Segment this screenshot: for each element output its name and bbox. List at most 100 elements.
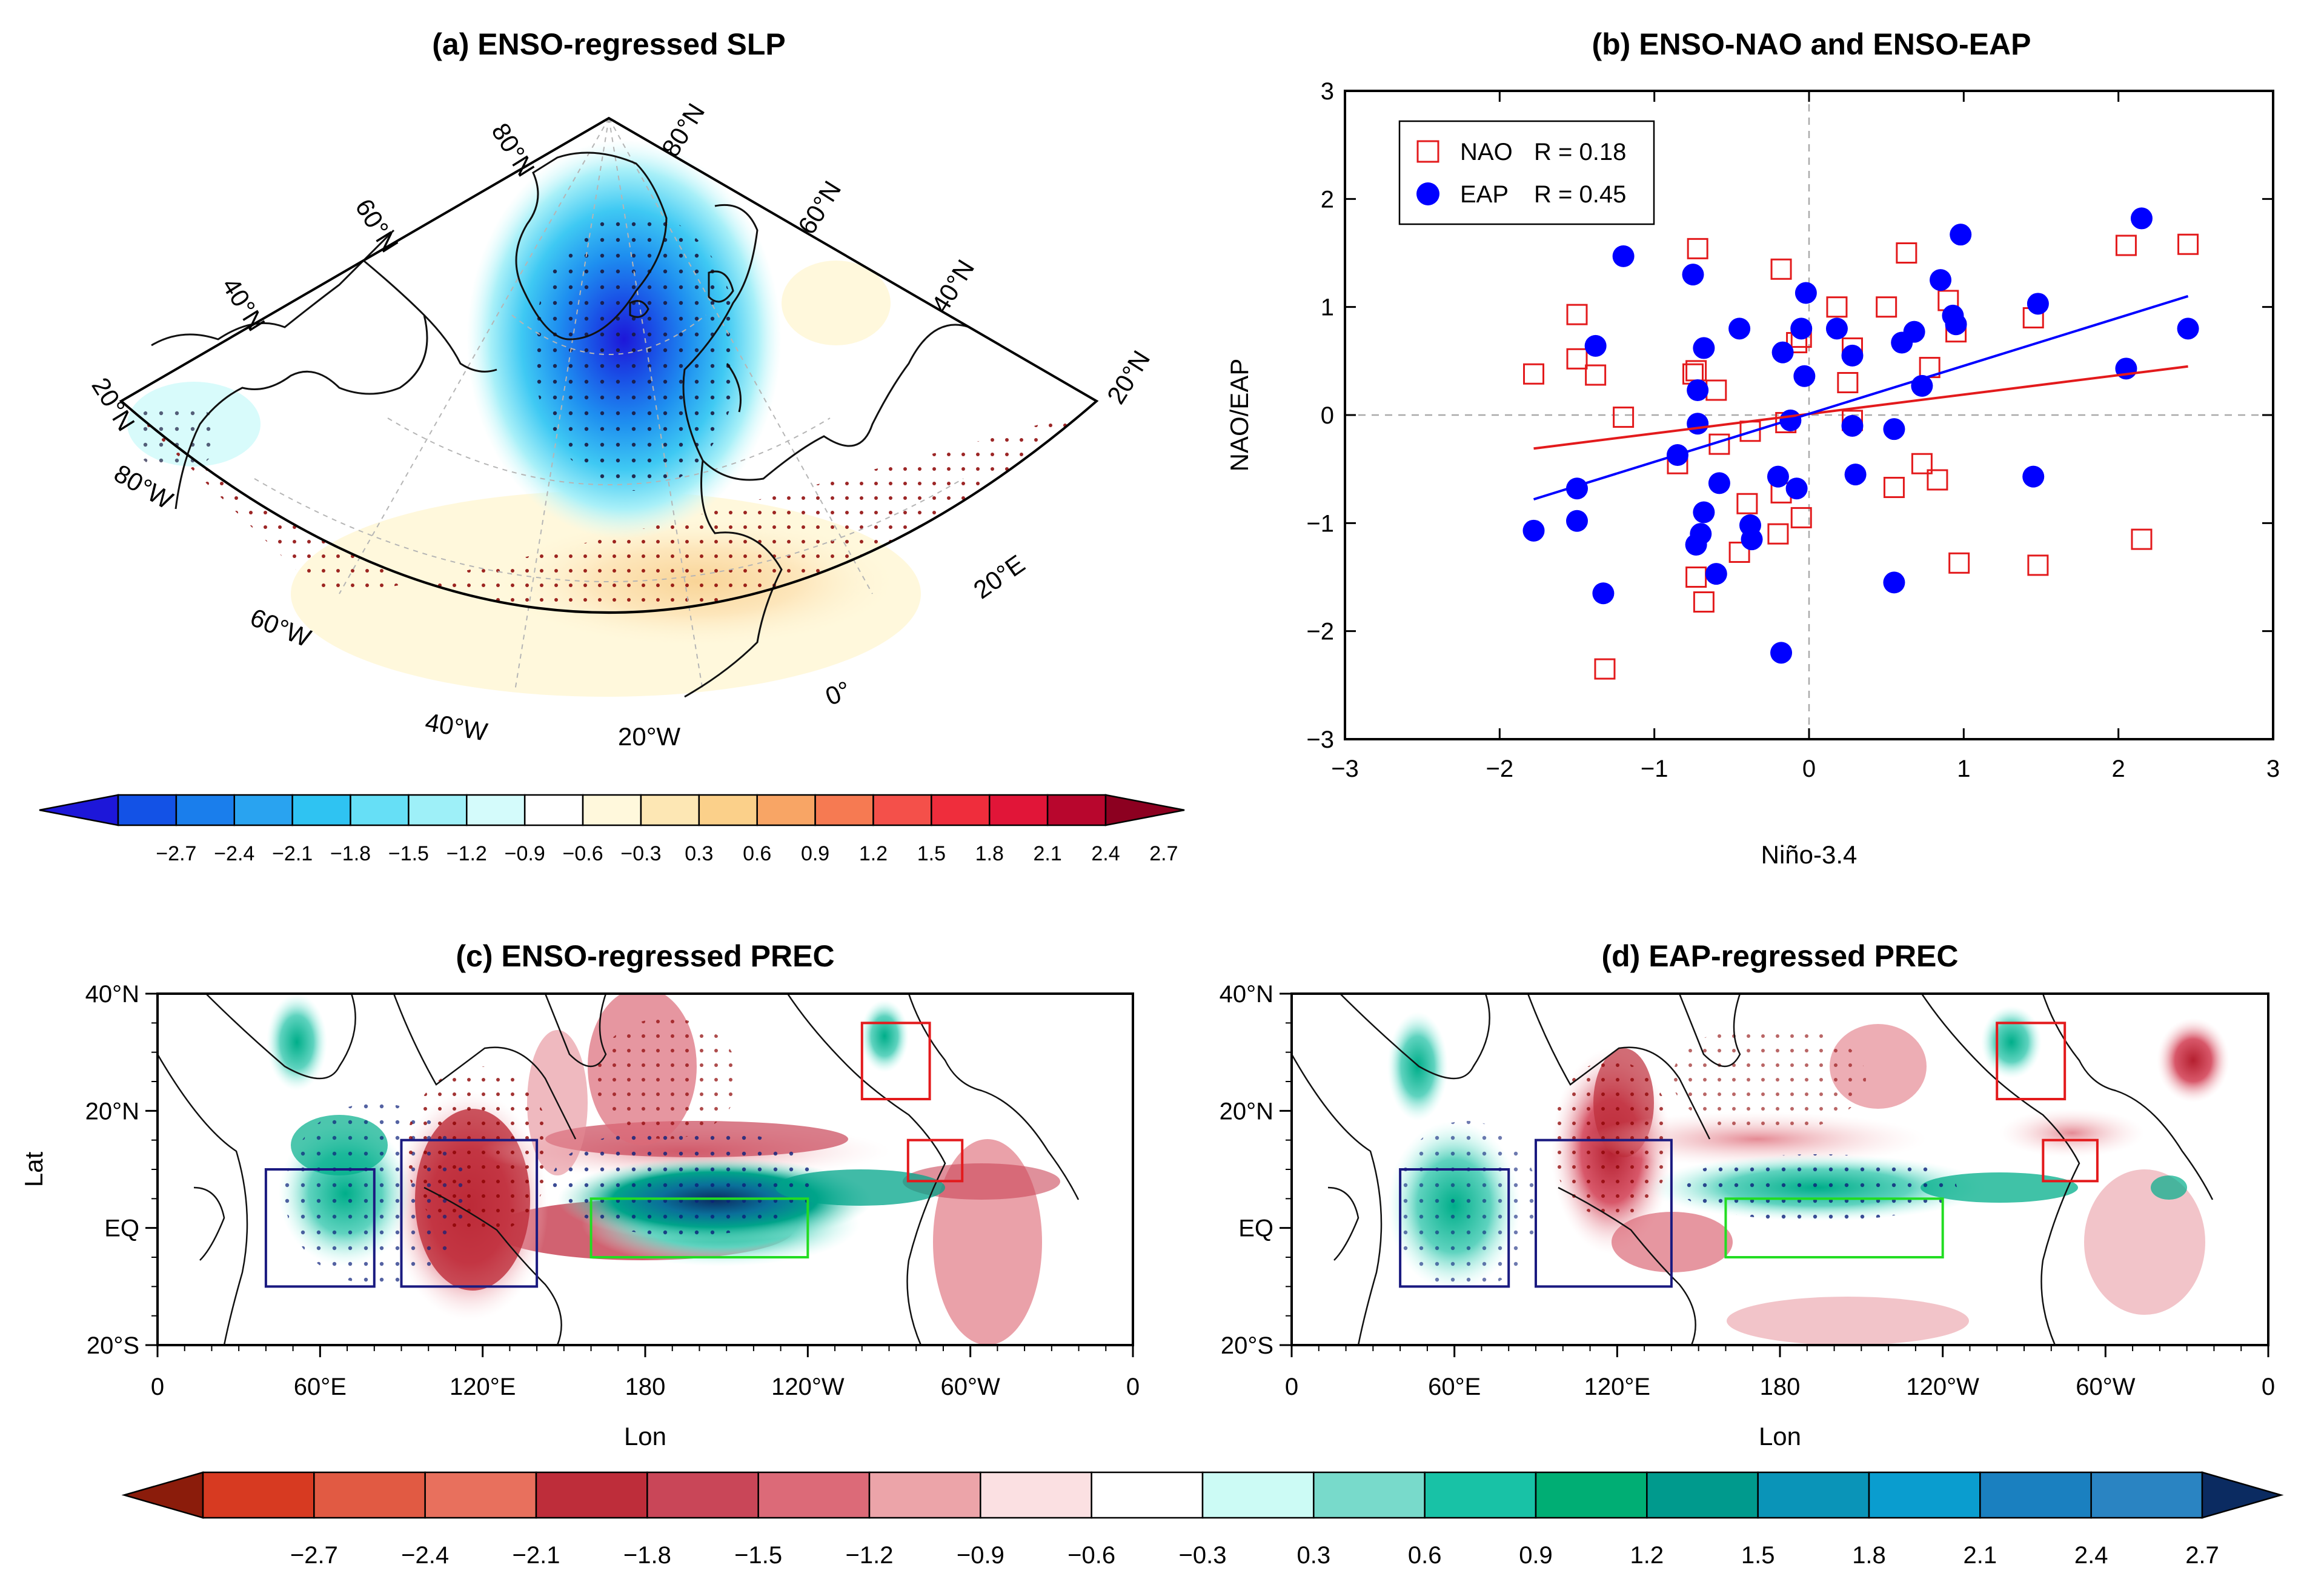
slp-colorbar-label-16: 2.4 <box>1091 842 1120 865</box>
eap-point-44 <box>2177 317 2199 340</box>
slp-colorbar-box-0 <box>117 794 178 826</box>
b-xtick-label-3: 0 <box>1802 756 1816 782</box>
legend-eap-name: EAP <box>1460 181 1509 208</box>
prec-colorbar-label-12: 1.2 <box>1630 1542 1664 1569</box>
panel-b-ylabel: NAO/EAP <box>1225 359 1253 472</box>
prec-colorbar-box-4 <box>646 1471 759 1519</box>
eap-point-20 <box>1771 341 1794 364</box>
prec-colorbar-label-2: −2.1 <box>513 1542 560 1569</box>
d-ytick-label-3: 20°S <box>1221 1332 1273 1359</box>
slp-west-significance-dots <box>133 400 218 473</box>
panel-b-marks <box>1522 207 2199 680</box>
nao-point-0 <box>1523 363 1545 385</box>
eap-point-23 <box>1790 317 1813 340</box>
prec-colorbar-box-15 <box>1868 1471 1981 1519</box>
eap-point-18 <box>1739 514 1761 536</box>
slp-colorbar-box-16 <box>1046 794 1107 826</box>
panel-d: (d) EAP-regressed PREC <box>1220 939 2276 1451</box>
eap-point-28 <box>1841 414 1864 437</box>
eap-point-24 <box>1793 365 1816 387</box>
nao-point-18 <box>1767 523 1789 545</box>
c-xtick-label-5: 60°W <box>941 1374 1000 1400</box>
eap-point-31 <box>1883 418 1905 440</box>
eap-point-25 <box>1794 282 1817 304</box>
d-xtick-label-6: 0 <box>2262 1374 2275 1400</box>
slp-colorbar-label-14: 1.8 <box>975 842 1004 865</box>
eap-point-0 <box>1522 519 1545 542</box>
legend-nao-marker <box>1416 140 1439 163</box>
slp-colorbar-box-14 <box>931 794 991 826</box>
prec-colorbar-box-11 <box>1424 1471 1537 1519</box>
legend-nao-r: R = 0.18 <box>1534 139 1626 165</box>
panel-c-title: (c) ENSO-regressed PREC <box>456 939 834 973</box>
slp-colorbar-label-15: 2.1 <box>1033 842 1061 865</box>
c-xtick-label-2: 120°E <box>450 1374 516 1400</box>
prec-colorbar-label-7: −0.6 <box>1067 1542 1115 1569</box>
eap-point-36 <box>1930 269 1952 291</box>
legend-box <box>1398 120 1655 225</box>
nao-fit-line <box>1533 365 2188 450</box>
panel-b-xlabel: Niño-3.4 <box>1761 840 1858 869</box>
b-ytick-label-3: 0 <box>1321 402 1334 429</box>
prec-colorbar-box-9 <box>1201 1471 1315 1519</box>
c-xtick-label-1: 60°E <box>294 1374 347 1400</box>
eap-point-41 <box>2027 293 2049 315</box>
legend-nao-name: NAO <box>1460 139 1513 165</box>
nao-point-15 <box>1736 493 1758 514</box>
eap-point-34 <box>1903 321 1925 343</box>
legend-eap-r: R = 0.45 <box>1534 181 1626 208</box>
prec-colorbar-label-10: 0.6 <box>1408 1542 1442 1569</box>
lon-label-0: 0° <box>822 676 855 711</box>
lat-label-40n-east: 40°N <box>926 254 980 317</box>
prec-colorbar-label-9: 0.3 <box>1297 1542 1331 1569</box>
eap-point-15 <box>1705 563 1727 585</box>
b-xtick-label-1: −2 <box>1486 756 1514 782</box>
eap-fit-line <box>1533 294 2189 501</box>
b-xtick-label-0: −3 <box>1331 756 1359 782</box>
eap-point-9 <box>1687 413 1709 435</box>
c-region-box-4 <box>906 1138 964 1183</box>
slp-colorbar-label-11: 0.9 <box>801 842 829 865</box>
nao-point-41 <box>2177 233 2199 255</box>
nao-point-36 <box>1948 552 1970 574</box>
c-xtick-label-0: 0 <box>151 1374 164 1400</box>
slp-colorbar-box-7 <box>523 794 584 826</box>
nao-point-1 <box>1566 304 1588 325</box>
panel-d-ticks: 0 60°E 120°E 180 120°W 60°W 0 40°N 20°N EQ 20°S <box>1220 981 2276 1400</box>
prec-colorbar-label-16: 2.4 <box>2074 1542 2108 1569</box>
slp-colorbar-label-7: −0.6 <box>562 842 603 865</box>
prec-colorbar-label-5: −1.2 <box>846 1542 894 1569</box>
slp-colorbar-box-5 <box>408 794 468 826</box>
panel-b-legend: NAO R = 0.18 EAP R = 0.45 <box>1398 120 1655 225</box>
prec-colorbar-label-1: −2.4 <box>401 1542 449 1569</box>
d-region-box-4 <box>2042 1138 2099 1183</box>
b-ytick-label-2: −1 <box>1306 510 1334 537</box>
panel-a-sector-border <box>119 116 1099 614</box>
slp-colorbar-box-8 <box>582 794 642 826</box>
prec-colorbar-box-2 <box>424 1471 537 1519</box>
eap-point-11 <box>1690 523 1712 545</box>
slp-colorbar-right-triangle <box>1104 794 1185 826</box>
slp-colorbar-box-9 <box>640 794 700 826</box>
panel-c: (c) ENSO-regressed PREC <box>19 939 1140 1451</box>
eap-point-43 <box>2130 207 2153 230</box>
b-ytick-label-5: 2 <box>1321 186 1334 213</box>
slp-colorbar-label-2: −2.1 <box>272 842 313 865</box>
panel-a-map <box>119 116 1099 698</box>
nao-point-4 <box>1594 658 1616 680</box>
nao-point-38 <box>2027 554 2049 576</box>
b-xtick-label-4: 1 <box>1957 756 1970 782</box>
prec-colorbar-label-11: 0.9 <box>1519 1542 1553 1569</box>
eap-point-40 <box>2022 465 2045 488</box>
slp-colorbar-box-2 <box>233 794 293 826</box>
prec-colorbar-box-1 <box>313 1471 426 1519</box>
prec-colorbar-box-7 <box>980 1471 1092 1519</box>
panel-a: (a) ENSO-regressed SLP <box>86 27 1155 751</box>
d-ytick-label-1: 20°N <box>1220 1098 1273 1125</box>
c-region-box-2 <box>589 1197 809 1259</box>
c-region-box-3 <box>860 1022 931 1101</box>
slp-colorbar-box-6 <box>466 794 526 826</box>
nao-point-30 <box>1896 242 1917 264</box>
c-region-box-1 <box>400 1138 539 1288</box>
